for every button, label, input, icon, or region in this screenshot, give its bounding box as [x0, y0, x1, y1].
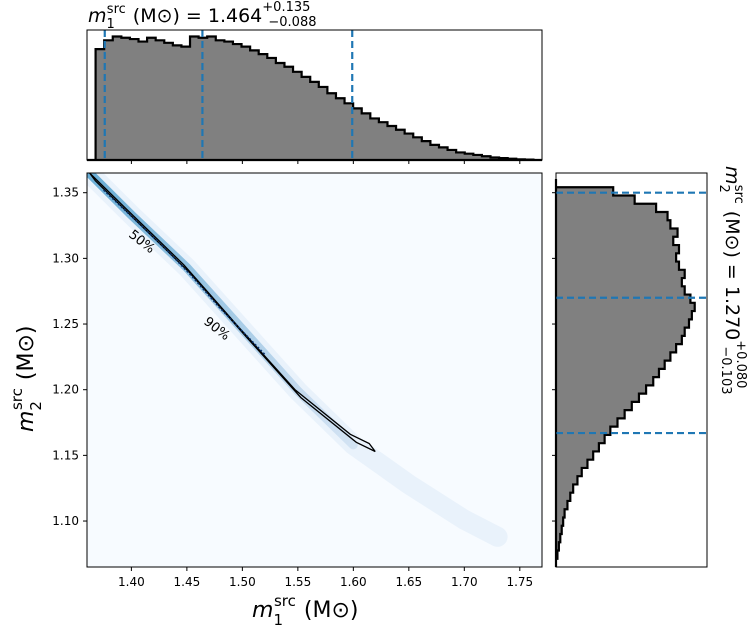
y-tick-label: 1.30 — [52, 251, 79, 265]
contour-50 — [103, 189, 266, 355]
right-marginal-histogram — [554, 179, 696, 567]
x-tick-label: 1.65 — [395, 575, 422, 589]
x-tick-label: 1.45 — [174, 575, 201, 589]
x-tick-label: 1.75 — [506, 575, 533, 589]
top-marginal-xticks — [130, 160, 521, 164]
top-marginal-panel: m1src (M⊙) = 1.464+0.135 −0.088 — [86, 0, 543, 164]
top-marginal-title: m1src (M⊙) = 1.464+0.135 −0.088 — [88, 0, 317, 32]
x-tick-label: 1.70 — [451, 575, 478, 589]
joint-xticks: 1.40 1.45 1.50 1.55 1.60 1.65 1.70 1.75 — [118, 567, 533, 589]
y-tick-label: 1.15 — [52, 448, 79, 462]
right-marginal-yticks — [552, 192, 556, 522]
top-marginal-histogram — [87, 35, 542, 162]
joint-yticks: 1.10 1.15 1.20 1.25 1.30 1.35 — [52, 186, 87, 528]
joint-panel: 50% 90% 1.40 1.45 1.50 1.55 1.60 1.65 1.70 1.75… — [8, 172, 543, 629]
x-tick-label: 1.40 — [118, 575, 145, 589]
contour-90 — [88, 173, 376, 453]
x-tick-label: 1.55 — [284, 575, 311, 589]
right-marginal-quantiles — [556, 191, 707, 435]
x-tick-label: 1.60 — [340, 575, 367, 589]
joint-xlabel: m1src (M⊙) — [252, 592, 358, 629]
y-tick-label: 1.10 — [52, 514, 79, 528]
right-marginal-panel: m2src(M⊙)= 1.270+0.080−0.103 — [552, 166, 748, 568]
x-tick-label: 1.50 — [229, 575, 256, 589]
y-tick-label: 1.25 — [52, 317, 79, 331]
y-tick-label: 1.20 — [52, 383, 79, 397]
y-tick-label: 1.35 — [52, 186, 79, 200]
joint-ylabel: m2src(M⊙) — [8, 326, 45, 432]
right-marginal-title: m2src(M⊙)= 1.270+0.080−0.103 — [716, 166, 748, 395]
